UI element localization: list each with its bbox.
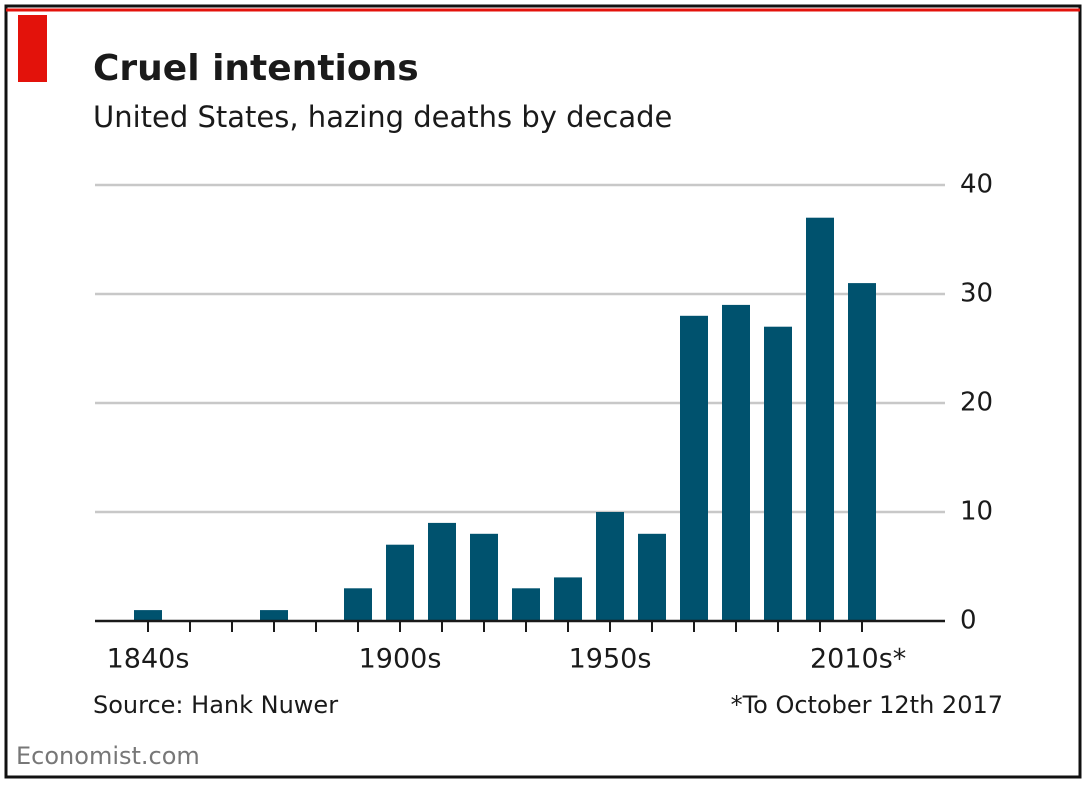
bar (386, 544, 414, 621)
chart-title: Cruel intentions (93, 48, 419, 89)
bar (638, 533, 666, 621)
bar (848, 283, 876, 621)
bar (344, 588, 372, 621)
bar (596, 512, 624, 621)
x-tick-label: 1950s (569, 644, 652, 675)
y-tick-label: 20 (960, 388, 993, 418)
red-tab (18, 15, 47, 82)
y-tick-label: 30 (960, 279, 993, 309)
note: *To October 12th 2017 (731, 691, 1003, 719)
bar (722, 304, 750, 621)
brand: Economist.com (16, 742, 200, 770)
bar (764, 326, 792, 621)
source: Source: Hank Nuwer (93, 691, 338, 719)
chart-subtitle: United States, hazing deaths by decade (93, 100, 672, 134)
x-tick-label: 2010s* (810, 644, 906, 675)
bar (554, 577, 582, 621)
x-tick-label: 1900s (359, 644, 442, 675)
bar (512, 588, 540, 621)
y-tick-label: 40 (960, 170, 993, 200)
x-tick-label: 1840s (107, 644, 190, 675)
bar (260, 610, 288, 621)
bar (134, 610, 162, 621)
y-tick-label: 10 (960, 497, 993, 527)
bar (680, 315, 708, 621)
bar (470, 533, 498, 621)
y-tick-label: 0 (960, 606, 977, 636)
bar (806, 217, 834, 621)
bar (428, 522, 456, 621)
frame (4, 4, 1082, 779)
